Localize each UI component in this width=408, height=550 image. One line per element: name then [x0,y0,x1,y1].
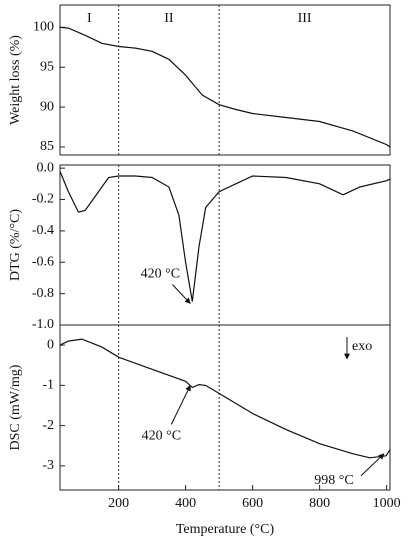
x-tick-label: 600 [242,496,263,511]
x-axis-label: Temperature (°C) [176,522,275,537]
y-tick-label: -0.2 [32,192,54,207]
y-tick-label: -3 [42,458,54,473]
data-line [59,171,391,302]
y-axis-label: DSC (mW/mg) [8,364,23,450]
annotation-arrow [360,453,385,477]
y-tick-label: 95 [40,59,54,74]
y-tick-label: -1.0 [32,317,54,332]
annotation: 998 °C [314,473,353,488]
plot-frame [59,4,391,156]
y-tick-label: 0 [47,337,54,352]
y-tick-label: 0.0 [37,160,55,175]
plot-frame [59,324,391,491]
x-tick-label: 400 [175,496,196,511]
x-tick-label: 1000 [373,496,401,511]
annotation: 420 °C [141,267,180,282]
y-tick-label: 90 [40,99,54,114]
region-label: I [87,11,92,26]
data-line [59,338,391,459]
x-tick-label: 200 [108,496,129,511]
y-tick-label: -1 [42,378,54,393]
y-axis-label: DTG (%/°C) [8,209,23,281]
annotation: 420 °C [142,429,181,444]
region-label: III [298,11,312,26]
y-tick-label: 100 [33,20,54,35]
annotation-arrow [171,284,191,304]
y-tick-label: -0.8 [32,286,54,301]
exo-label: exo [352,339,372,354]
annotation-arrow [170,384,191,425]
y-axis-label: Weight loss (%) [8,35,23,125]
data-line [59,26,391,148]
region-label: II [164,11,174,26]
y-tick-label: -0.4 [32,223,54,238]
y-tick-label: 85 [40,139,54,154]
y-tick-label: -2 [42,418,54,433]
y-tick-label: -0.6 [32,254,54,269]
x-tick-label: 800 [309,496,330,511]
